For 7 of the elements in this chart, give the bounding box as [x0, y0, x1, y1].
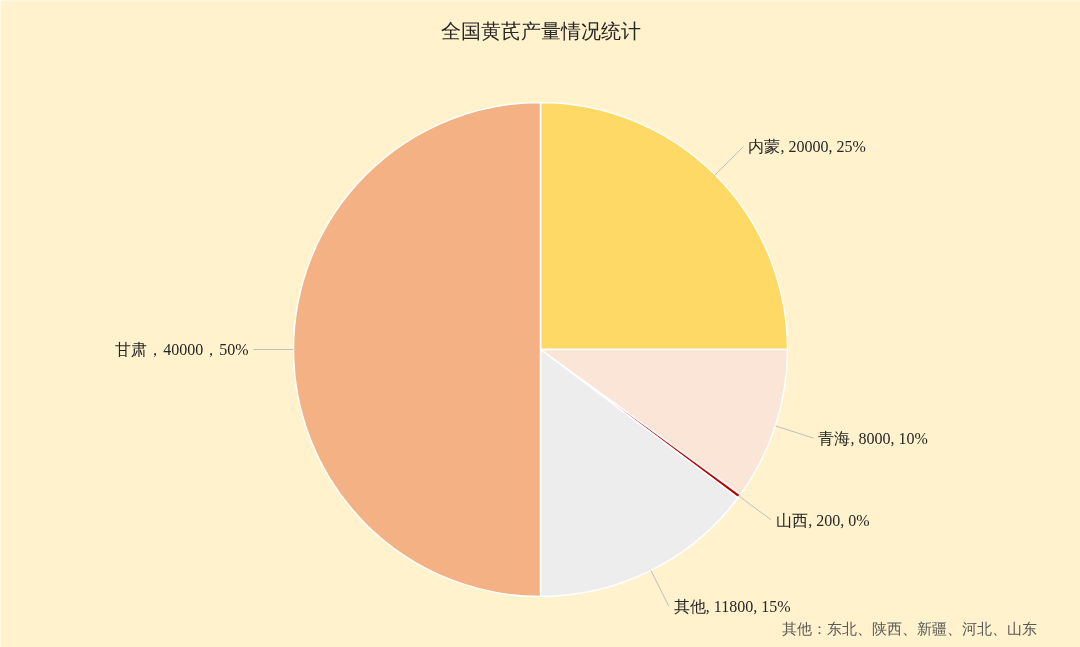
- slice-label: 内蒙, 20000, 25%: [748, 138, 866, 156]
- slice-label: 其他, 11800, 15%: [673, 597, 791, 615]
- chart-title: 全国黄芪产量情况统计: [440, 19, 641, 42]
- slice-label: 甘肃，40000，50%: [115, 341, 249, 358]
- text: 其他：东北、陕西、新疆、河北、山东: [781, 619, 1037, 638]
- slice-label: 山西, 200, 0%: [776, 511, 870, 529]
- slice-label: 青海, 8000, 10%: [818, 429, 928, 447]
